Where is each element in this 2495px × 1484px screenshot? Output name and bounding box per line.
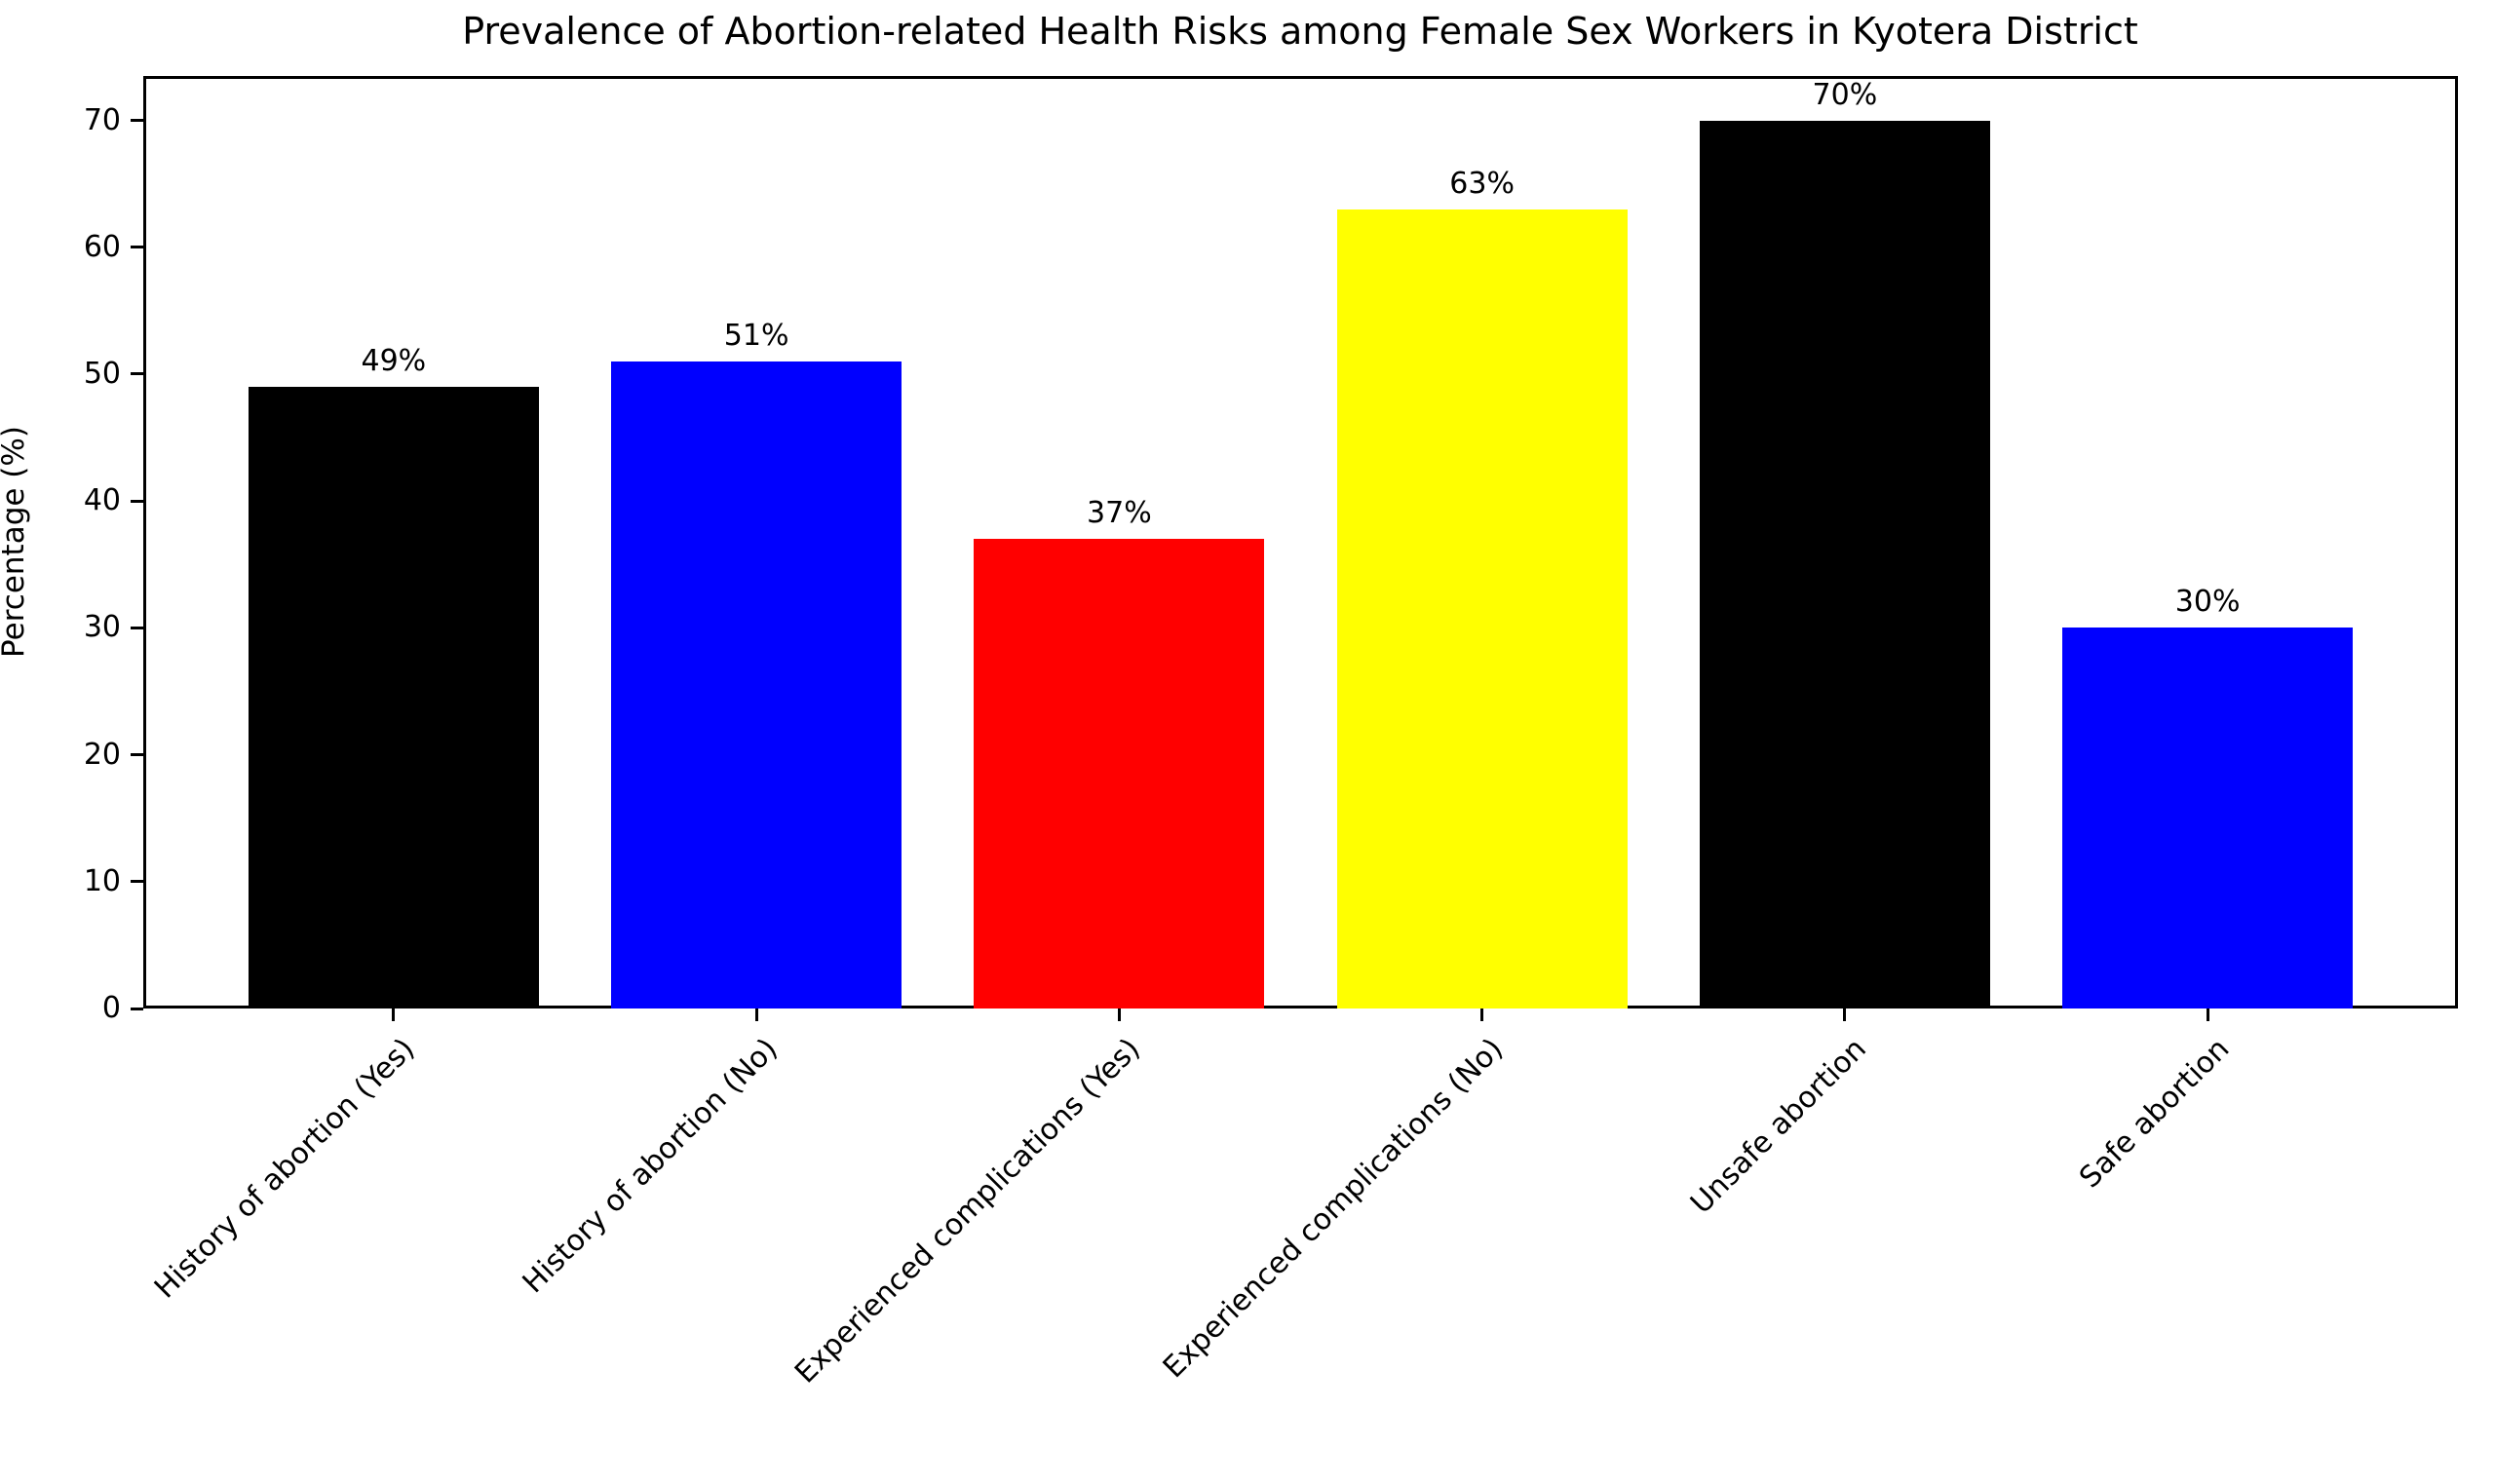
x-tick-mark (1843, 1008, 1847, 1021)
y-tick-mark (131, 1007, 143, 1010)
x-tick-label: Unsafe abortion (1683, 1032, 1873, 1221)
chart-title: Prevalence of Abortion-related Health Ri… (462, 10, 2138, 53)
x-tick-label: Experienced complications (No) (1157, 1032, 1511, 1386)
bar (248, 387, 539, 1008)
y-tick-label: 20 (83, 737, 121, 772)
bar-value-label: 49% (361, 344, 427, 378)
x-tick-mark (754, 1008, 758, 1021)
y-tick-label: 30 (83, 610, 121, 645)
bar-value-label: 63% (1449, 166, 1515, 201)
bar (1336, 209, 1628, 1008)
y-tick-label: 40 (83, 483, 121, 518)
x-tick-mark (1117, 1008, 1121, 1021)
bar-value-label: 70% (1812, 77, 1878, 112)
x-tick-mark (1480, 1008, 1484, 1021)
x-tick-label: History of abortion (No) (516, 1032, 785, 1301)
bar-value-label: 51% (723, 318, 789, 353)
bar (974, 539, 1265, 1008)
y-tick-label: 50 (83, 356, 121, 391)
y-tick-label: 60 (83, 229, 121, 264)
x-tick-label: Safe abortion (2072, 1032, 2236, 1196)
y-tick-mark (131, 499, 143, 503)
y-tick-mark (131, 880, 143, 884)
bar-value-label: 30% (2174, 585, 2241, 620)
bar-value-label: 37% (1087, 496, 1152, 531)
bar (2062, 628, 2354, 1008)
x-tick-mark (392, 1008, 396, 1021)
x-tick-label: History of abortion (Yes) (148, 1032, 422, 1306)
y-tick-mark (131, 753, 143, 757)
x-tick-label: Experienced complications (Yes) (788, 1032, 1148, 1390)
y-tick-mark (131, 626, 143, 629)
y-tick-label: 0 (101, 991, 121, 1025)
y-tick-label: 70 (83, 102, 121, 137)
y-tick-mark (131, 246, 143, 249)
y-axis-label: Percentage (%) (0, 426, 31, 658)
y-tick-label: 10 (83, 863, 121, 898)
x-tick-mark (2206, 1008, 2209, 1021)
y-tick-mark (131, 119, 143, 123)
bar (611, 361, 902, 1008)
bar (1699, 120, 1990, 1008)
y-tick-mark (131, 372, 143, 376)
